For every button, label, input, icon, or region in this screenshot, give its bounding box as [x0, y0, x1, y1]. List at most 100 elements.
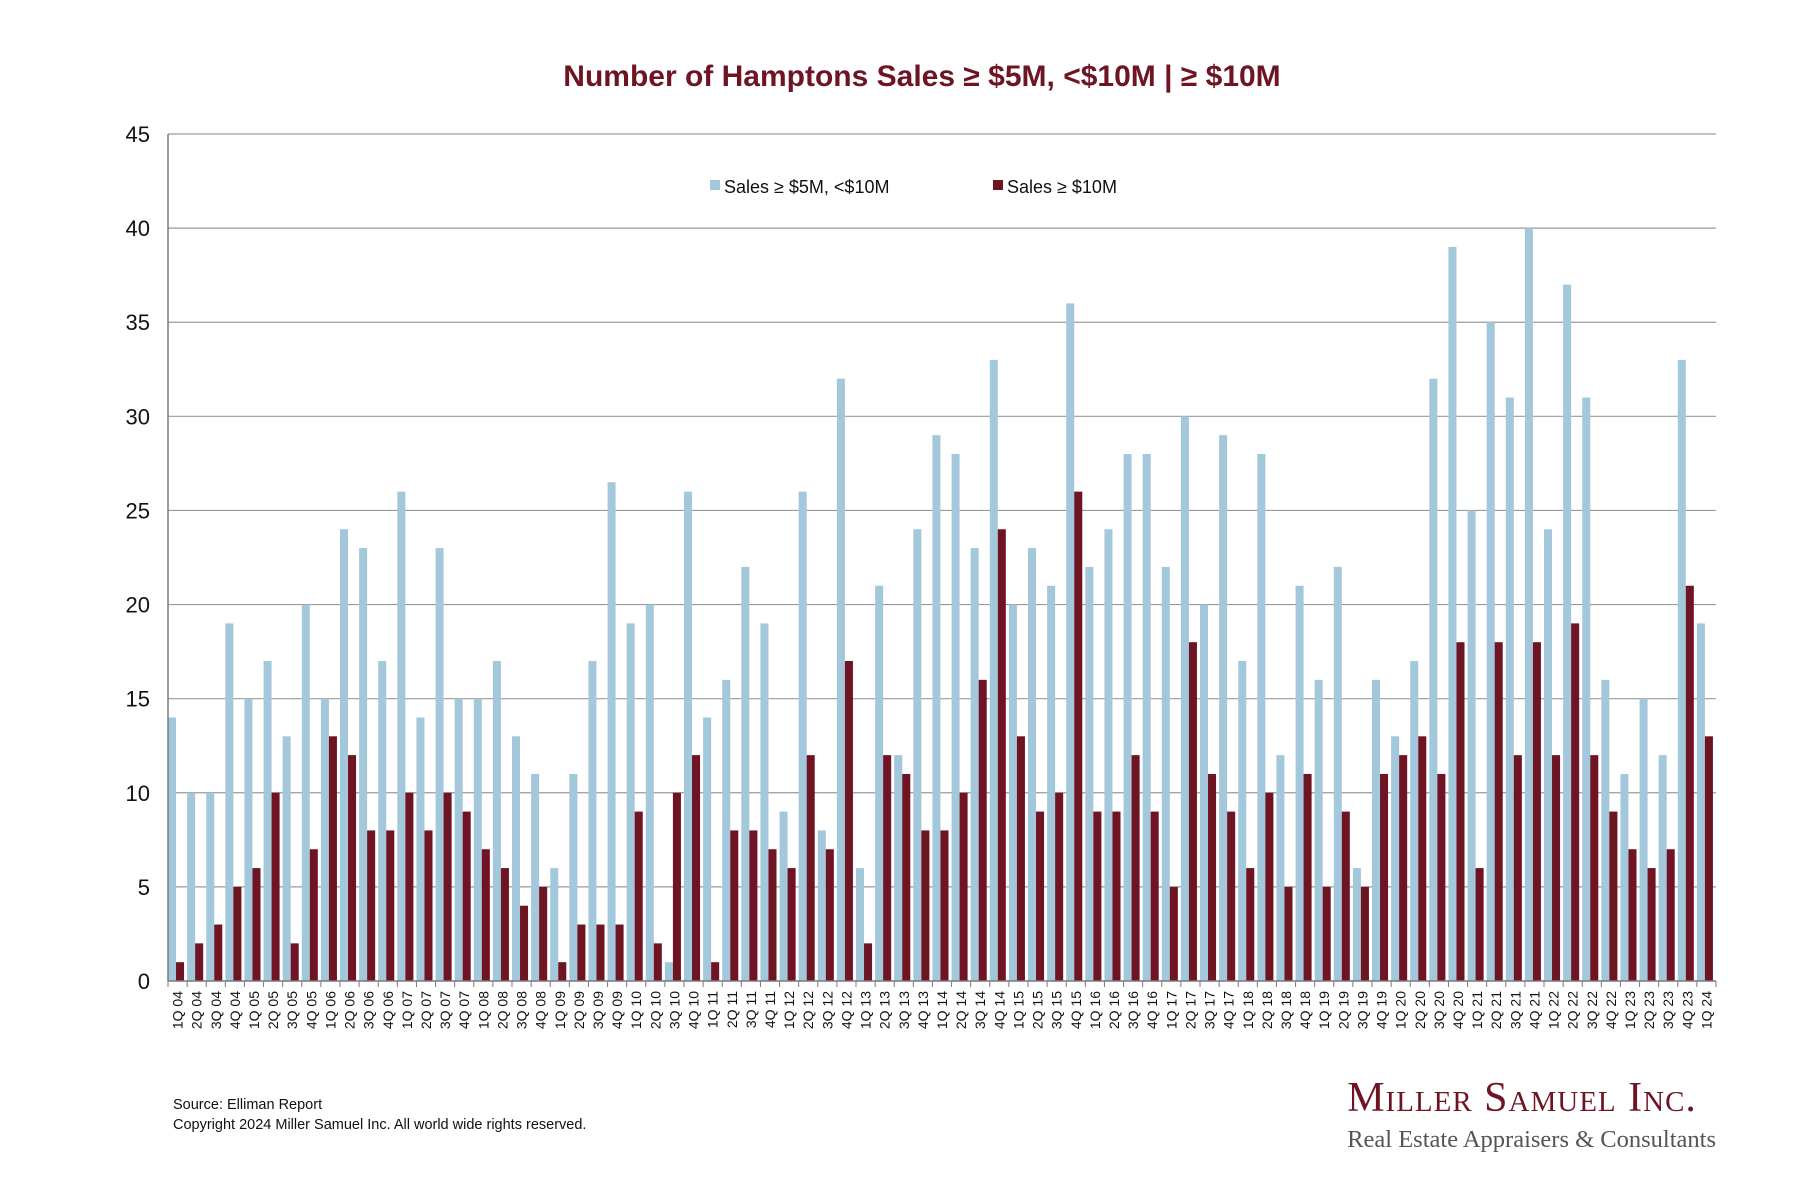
- x-tick-label: 3Q 12: [819, 991, 835, 1029]
- bar-mid: [1295, 585, 1304, 981]
- legend-swatch-mid: [710, 180, 720, 190]
- bar-high: [978, 679, 987, 981]
- y-tick-label: 10: [126, 781, 150, 806]
- bar-high: [1284, 886, 1293, 981]
- bar-mid: [492, 661, 501, 981]
- bar-high: [1303, 773, 1312, 981]
- bar-high: [195, 943, 204, 981]
- x-tick-label: 2Q 15: [1030, 991, 1046, 1029]
- x-tick-label: 4Q 06: [380, 991, 396, 1029]
- x-tick-label: 3Q 22: [1584, 991, 1600, 1029]
- bar-high: [405, 792, 414, 981]
- bar-mid: [1658, 755, 1667, 981]
- bar-high: [1475, 868, 1484, 981]
- source-note: Source: Elliman Report: [173, 1097, 323, 1113]
- bar-high: [768, 849, 777, 981]
- bar-mid: [1486, 322, 1495, 982]
- y-axis-ticks: 0 5 10 15 20 25 30 35 40 45: [126, 122, 150, 994]
- bar-high: [539, 886, 548, 981]
- x-tick-label: 2Q 20: [1412, 991, 1428, 1029]
- bar-high: [1322, 886, 1331, 981]
- x-tick-label: 2Q 23: [1641, 991, 1657, 1029]
- bar-mid: [856, 868, 865, 981]
- bar-mid: [473, 698, 482, 981]
- bar-high: [1628, 849, 1637, 981]
- bar-mid: [1180, 416, 1189, 982]
- bar-mid: [1524, 228, 1533, 982]
- y-tick-label: 0: [138, 969, 150, 994]
- bar-high: [1112, 811, 1121, 981]
- bar-high: [1513, 755, 1522, 981]
- bar-high: [500, 868, 509, 981]
- bar-mid: [1467, 510, 1476, 981]
- bar-high: [1074, 491, 1083, 981]
- x-tick-label: 2Q 21: [1488, 991, 1504, 1029]
- bar-high: [1055, 792, 1064, 981]
- bar-high: [1647, 868, 1656, 981]
- x-tick-label: 1Q 12: [781, 991, 797, 1029]
- bar-high: [844, 661, 853, 981]
- bar-high: [672, 792, 681, 981]
- y-tick-label: 25: [126, 498, 150, 523]
- x-tick-label: 4Q 23: [1679, 991, 1695, 1029]
- x-tick-label: 1Q 10: [628, 991, 644, 1029]
- bar-mid: [1200, 604, 1209, 981]
- x-tick-label: 3Q 07: [437, 991, 453, 1029]
- x-tick-label: 2Q 13: [877, 991, 893, 1029]
- x-tick-label: 3Q 13: [896, 991, 912, 1029]
- x-tick-label: 3Q 11: [743, 991, 759, 1028]
- x-tick-label: 2Q 07: [418, 991, 434, 1029]
- footer: Source: Elliman Report Copyright 2024 Mi…: [173, 1095, 586, 1135]
- bar-mid: [626, 623, 635, 981]
- bar-mid: [1161, 566, 1170, 981]
- bar-mid: [1066, 303, 1075, 981]
- bars: [168, 228, 1713, 982]
- bar-mid: [1620, 773, 1629, 981]
- bar-high: [902, 773, 911, 981]
- x-tick-label: 4Q 09: [609, 991, 625, 1029]
- bar-high: [653, 943, 662, 981]
- bar-mid: [378, 661, 387, 981]
- x-tick-label: 1Q 07: [399, 991, 415, 1029]
- x-tick-label: 3Q 14: [972, 991, 988, 1029]
- bar-mid: [1448, 246, 1457, 981]
- bar-high: [1666, 849, 1675, 981]
- bar-mid: [1142, 453, 1151, 982]
- bar-high: [1093, 811, 1102, 981]
- bar-high: [328, 736, 337, 981]
- y-tick-label: 40: [126, 216, 150, 241]
- bar-mid: [569, 773, 578, 981]
- bar-mid: [1028, 548, 1037, 981]
- bar-high: [883, 755, 892, 981]
- bar-mid: [282, 736, 291, 981]
- bar-high: [1456, 642, 1465, 981]
- bar-mid: [397, 491, 406, 981]
- x-tick-label: 4Q 05: [303, 991, 319, 1029]
- bar-high: [1265, 792, 1274, 981]
- bar-mid: [607, 482, 616, 981]
- bar-mid: [760, 623, 769, 981]
- x-tick-label: 2Q 17: [1182, 991, 1198, 1029]
- bar-mid: [1696, 623, 1705, 981]
- bar-high: [634, 811, 643, 981]
- bar-mid: [645, 604, 654, 981]
- bar-high: [348, 755, 357, 981]
- bar-mid: [1104, 529, 1113, 981]
- bar-high: [1532, 642, 1541, 981]
- bar-high: [271, 792, 280, 981]
- x-tick-label: 2Q 19: [1335, 991, 1351, 1029]
- bar-high: [443, 792, 452, 981]
- bar-mid: [244, 698, 253, 981]
- bar-high: [1685, 585, 1694, 981]
- bar-mid: [1008, 604, 1017, 981]
- bar-high: [1016, 736, 1025, 981]
- bar-high: [692, 755, 701, 981]
- x-tick-label: 3Q 04: [208, 991, 224, 1029]
- bar-high: [1341, 811, 1350, 981]
- bar-high: [1437, 773, 1446, 981]
- bar-high: [290, 943, 299, 981]
- bar-high: [577, 924, 586, 981]
- x-tick-label: 2Q 09: [571, 991, 587, 1029]
- bar-mid: [722, 679, 731, 981]
- x-tick-label: 1Q 17: [1163, 991, 1179, 1029]
